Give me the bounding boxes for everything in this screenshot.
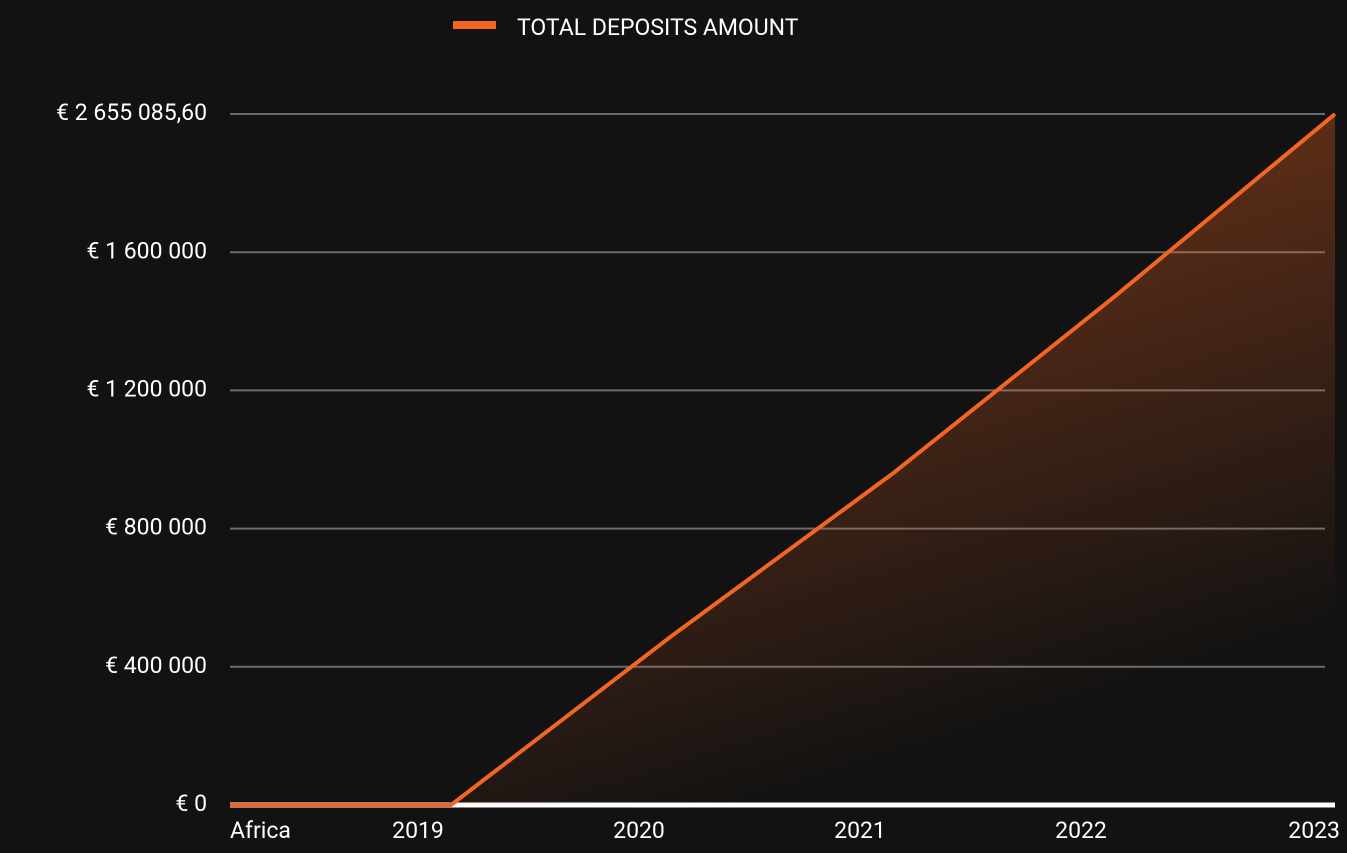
y-tick-label: € 400 000 <box>105 652 207 679</box>
y-tick-label: € 2 655 085,60 <box>56 99 207 126</box>
legend-swatch <box>453 21 496 29</box>
line <box>230 112 1337 807</box>
y-tick-label: € 800 000 <box>105 514 207 541</box>
x-tick-label: Africa <box>230 817 291 844</box>
x-tick-label: 2020 <box>613 817 665 844</box>
x-tick-label: 2021 <box>834 817 886 844</box>
x-tick-label: 2019 <box>392 817 444 844</box>
y-tick-label: € 0 <box>175 790 207 817</box>
legend-label: TOTAL DEPOSITS AMOUNT <box>517 14 799 41</box>
y-tick-label: € 1 200 000 <box>86 375 207 402</box>
x-tick-label: 2023 <box>1288 817 1340 844</box>
area <box>230 114 1335 805</box>
x-tick-label: 2022 <box>1055 817 1107 844</box>
y-tick-label: € 1 600 000 <box>86 237 207 264</box>
